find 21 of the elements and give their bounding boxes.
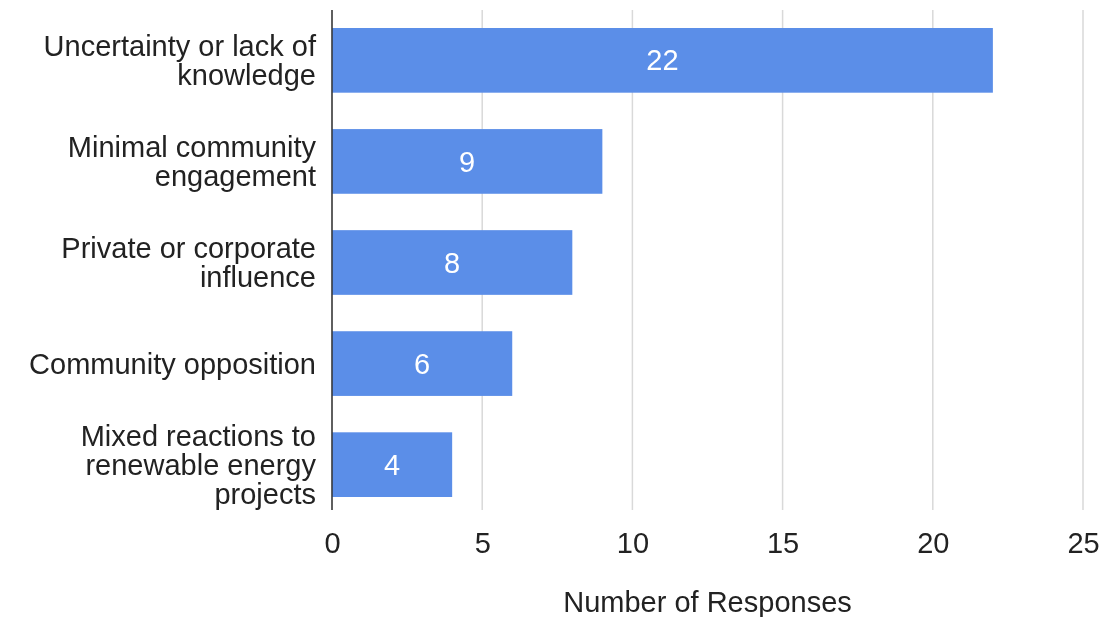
data-label: 9 xyxy=(459,145,476,178)
x-tick-label: 5 xyxy=(474,526,491,559)
y-tick-label: Community opposition xyxy=(29,347,316,380)
x-tick-label: 25 xyxy=(1067,526,1100,559)
x-tick-label: 20 xyxy=(917,526,950,559)
data-label: 4 xyxy=(384,448,401,481)
bar xyxy=(332,230,573,295)
y-tick-label: Private or corporate influence xyxy=(61,232,316,294)
bar xyxy=(332,432,453,497)
data-label: 8 xyxy=(444,246,461,279)
data-label: 6 xyxy=(414,347,431,380)
y-tick-label: Mixed reactions to renewable energy projects xyxy=(80,419,317,510)
x-tick-label: 0 xyxy=(324,526,341,559)
y-tick-label: Minimal community engagement xyxy=(67,131,317,193)
bar xyxy=(332,129,603,194)
bar xyxy=(332,331,513,396)
x-tick-label: 10 xyxy=(616,526,650,559)
x-tick-label: 15 xyxy=(766,526,800,559)
data-label: 22 xyxy=(646,44,679,77)
y-tick-label: Uncertainty or lack of knowledge xyxy=(43,29,317,91)
bar xyxy=(332,28,993,93)
